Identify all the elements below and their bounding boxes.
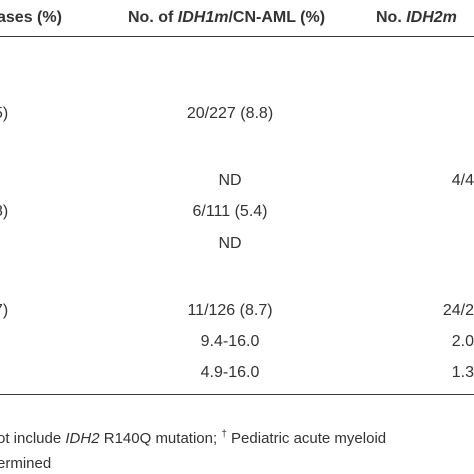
column-header-idh1m: No. of IDH1m/CN-AML (%) (128, 9, 325, 27)
column-header-cases: ases (%) (0, 9, 62, 27)
footnote-line-1: ot include IDH2 R140Q mutation; † Pediat… (0, 429, 387, 448)
table-cell-idh1m: ND (218, 172, 242, 189)
footnote-text-suffix: Pediatric acute myeloid (226, 430, 387, 447)
footnote-gene: IDH2 (65, 430, 100, 447)
table-cell-idh2m: 24/2 (442, 302, 474, 319)
footnote-text-middle: R140Q mutation; (99, 430, 222, 447)
table-cell-cases: 7) (0, 302, 9, 319)
table-cell-idh1m: 6/111 (5.4) (192, 203, 268, 220)
footnote-text: ot include (0, 430, 66, 447)
table-cell-idh1m: ND (218, 235, 242, 252)
table-bottom-rule (0, 394, 474, 395)
table-cell-idh1m: 4.9-16.0 (200, 364, 260, 381)
table-cell-idh1m: 9.4-16.0 (200, 333, 260, 350)
table-cell-idh2m: 4/4 (451, 172, 474, 189)
table-cell-idh1m: 20/227 (8.8) (186, 105, 274, 122)
table-cell-idh1m: 11/126 (8.7) (187, 302, 273, 319)
column-header-cases-text: ases (%) (0, 9, 62, 26)
column-header-idh2m-gene: IDH2m (406, 9, 457, 26)
column-header-idh2m-prefix: No. (376, 9, 407, 26)
table-cell-idh2m: 2.0 (451, 333, 474, 350)
footnote-dagger: † (221, 429, 227, 440)
footnote-line-2: ermined (0, 455, 51, 472)
table-cell-cases: 5) (0, 105, 9, 122)
column-header-idh2m: No. IDH2m (376, 9, 457, 27)
column-header-idh1m-suffix: /CN-AML (%) (228, 9, 326, 26)
column-header-idh1m-gene: IDH1m (177, 9, 229, 26)
footnote-text-line2: ermined (0, 455, 52, 472)
table-cell-idh2m: 1.3 (451, 364, 474, 381)
header-divider (0, 36, 474, 37)
column-header-idh1m-prefix: No. of (128, 9, 178, 26)
table-cell-cases: 8) (0, 203, 9, 220)
